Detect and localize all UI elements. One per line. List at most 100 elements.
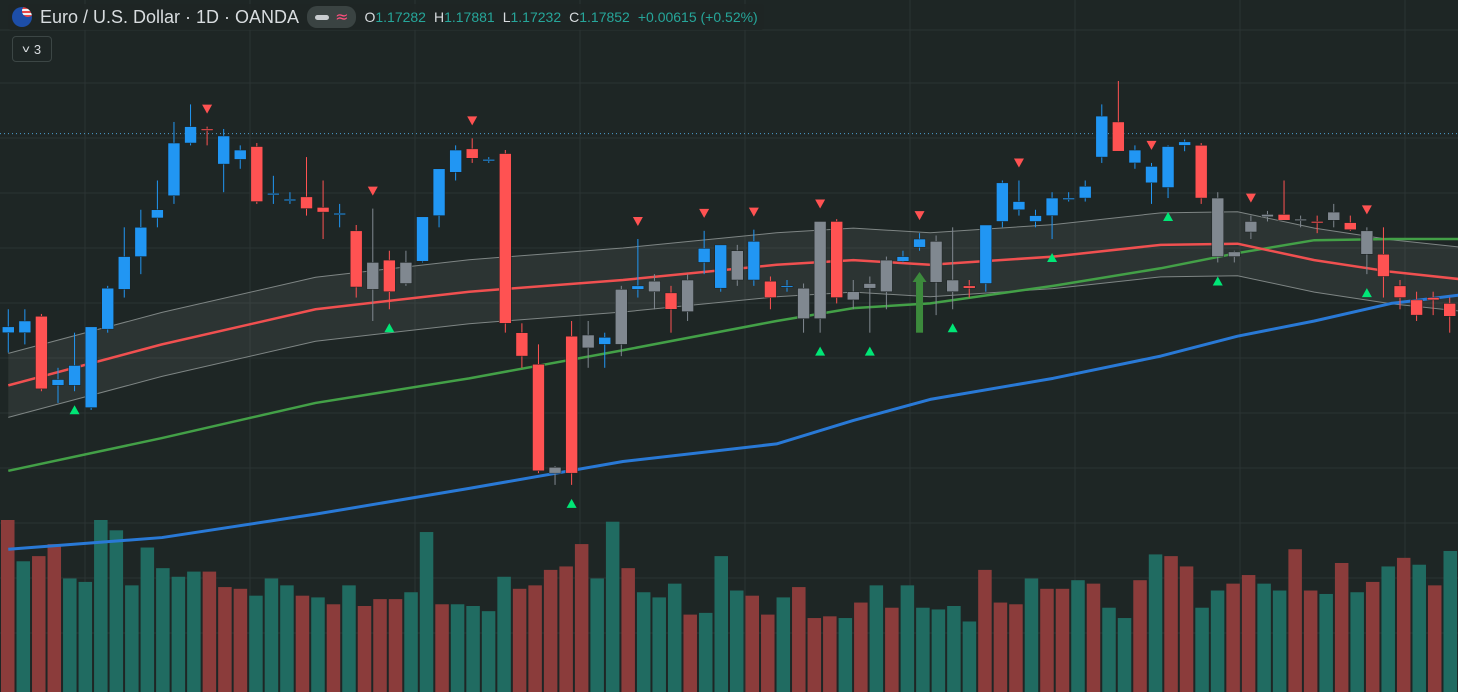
candle-body xyxy=(200,128,214,131)
candle-body xyxy=(1327,211,1340,221)
volume-bar xyxy=(1102,607,1116,692)
symbol-title[interactable]: Euro / U.S. Dollar · 1D · OANDA xyxy=(40,6,300,27)
ohlc-low: L1.17232 xyxy=(502,9,562,25)
volume-bar xyxy=(156,568,170,692)
arrow-signal-head xyxy=(912,272,927,282)
candle-body xyxy=(1426,297,1440,301)
volume-bar xyxy=(140,547,155,692)
candle-body xyxy=(1443,303,1456,317)
volume-bar xyxy=(481,611,496,692)
volume-bar xyxy=(512,588,527,692)
candle-body xyxy=(383,259,396,292)
ohlc-high: H1.17881 xyxy=(433,9,495,25)
candle-body xyxy=(432,168,446,216)
candle-body xyxy=(1095,115,1108,158)
candle-body xyxy=(929,241,943,283)
volume-bar xyxy=(807,618,822,692)
volume-bar xyxy=(1272,590,1287,692)
volume-bar xyxy=(326,604,341,692)
candle-body xyxy=(731,250,744,281)
candle-body xyxy=(747,241,761,281)
sell-signal-marker xyxy=(467,116,478,126)
candle-body xyxy=(532,364,545,472)
candle-body xyxy=(1194,145,1208,199)
volume-bar xyxy=(187,571,201,692)
volume-bar xyxy=(543,569,558,692)
candle-body xyxy=(283,198,297,201)
volume-bar xyxy=(1133,580,1147,692)
candle-body xyxy=(913,238,926,248)
candle-body xyxy=(350,230,363,288)
volume-bar xyxy=(373,599,387,692)
volume-bar xyxy=(947,606,961,692)
indicators-collapse-button[interactable]: v 3 xyxy=(12,36,52,62)
candle-body xyxy=(333,213,346,216)
candle-body xyxy=(1062,197,1075,200)
volume-bar xyxy=(63,578,77,692)
volume-bar xyxy=(528,585,542,692)
volume-bar xyxy=(621,568,635,692)
volume-bar xyxy=(1055,588,1070,692)
volume-bar xyxy=(792,587,806,692)
volume-bar xyxy=(962,621,977,692)
candle-body xyxy=(68,365,81,386)
volume-bar xyxy=(1024,578,1039,692)
volume-bar xyxy=(1195,607,1209,692)
volume-bar xyxy=(776,597,791,692)
candle-body xyxy=(1228,251,1241,257)
candle-body xyxy=(697,248,711,263)
volume-bar xyxy=(295,595,310,692)
volume-bar xyxy=(838,618,853,692)
volume-bar xyxy=(1226,583,1240,692)
volume-bar xyxy=(636,592,651,692)
buy-signal-marker xyxy=(566,498,577,508)
ohlc-readout: O1.17282 H1.17881 L1.17232 C1.17852 +0.0… xyxy=(364,9,757,25)
volume-bar xyxy=(280,585,294,692)
candle-body xyxy=(250,146,264,202)
volume-bar xyxy=(869,585,884,692)
indicators-count: 3 xyxy=(33,41,42,57)
volume-bar xyxy=(202,571,217,692)
ohlc-change: +0.00615 (+0.52%) xyxy=(637,9,758,25)
visibility-icon[interactable] xyxy=(315,14,330,20)
candle-body xyxy=(598,337,611,345)
ema-band-lower xyxy=(8,275,1458,418)
candle-body xyxy=(681,279,694,312)
candle-body xyxy=(963,285,976,289)
buy-signal-marker xyxy=(1163,212,1174,222)
candle-body xyxy=(996,182,1009,222)
volume-bar xyxy=(1396,557,1411,692)
candle-body xyxy=(565,335,578,474)
candle-body xyxy=(714,244,727,289)
buy-signal-marker xyxy=(69,405,80,415)
candle-body xyxy=(482,159,495,162)
candle-body xyxy=(1211,197,1224,257)
candle-body xyxy=(1145,166,1158,184)
volume-bar xyxy=(1365,581,1380,692)
candle-body xyxy=(1161,146,1175,188)
indicator-wave-icon[interactable]: ≈ xyxy=(335,7,349,26)
candle-body xyxy=(648,280,661,292)
candle-body xyxy=(1344,222,1357,230)
sell-signal-marker xyxy=(1361,205,1372,215)
volume-bar xyxy=(1071,580,1085,692)
volume-bar xyxy=(450,604,465,692)
volume-bar xyxy=(730,590,744,692)
volume-bar xyxy=(745,595,760,692)
volume-bar xyxy=(171,576,186,692)
volume-bar xyxy=(1117,618,1132,692)
volume-bar xyxy=(652,597,666,692)
volume-bar xyxy=(1303,590,1318,692)
volume-bar xyxy=(47,544,62,692)
sell-signal-marker xyxy=(632,217,643,227)
indicator-controls[interactable]: ≈ xyxy=(307,6,357,28)
volume-bar xyxy=(1257,583,1271,692)
volume-bar xyxy=(683,614,697,692)
volume-bar xyxy=(1179,566,1194,692)
volume-bar xyxy=(1350,592,1364,692)
volume-bar xyxy=(419,532,434,692)
candle-body xyxy=(979,224,993,284)
volume-bar xyxy=(714,556,728,692)
